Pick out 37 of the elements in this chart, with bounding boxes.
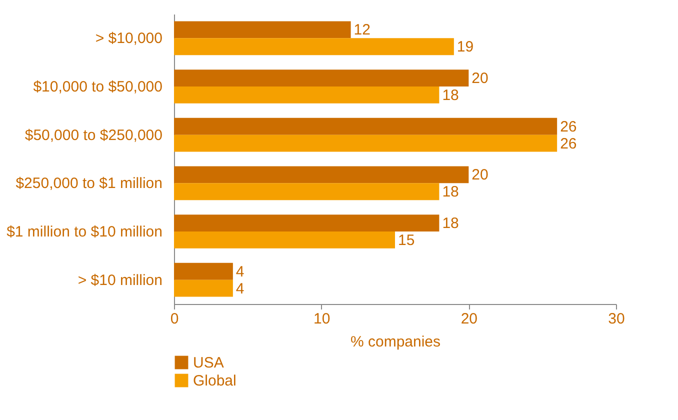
bar	[174, 232, 395, 248]
y-tick-label: $1 million to $10 million	[6, 224, 162, 240]
y-tick-label: $250,000 to $1 million	[16, 175, 162, 192]
data-label: 4	[236, 280, 244, 298]
data-label: 20	[472, 70, 488, 88]
y-tick-label: > $10 million	[78, 272, 162, 289]
bar	[174, 118, 558, 135]
legend-label: USA	[193, 354, 224, 372]
y-tick-label: $10,000 to $50,000	[33, 78, 162, 96]
data-label: 26	[560, 118, 577, 136]
bar	[174, 38, 454, 56]
bar	[174, 262, 233, 280]
bar	[174, 21, 351, 38]
y-tick-label: $50,000 to $250,000	[24, 126, 162, 144]
bar	[174, 214, 440, 232]
x-tick-label: 10	[313, 310, 330, 328]
bar	[174, 70, 469, 86]
data-label: 18	[442, 86, 459, 104]
data-label: 18	[442, 215, 459, 232]
data-label: 26	[560, 135, 577, 152]
bar	[174, 86, 440, 104]
data-label: 4	[236, 263, 244, 280]
legend-label: Global	[193, 372, 236, 390]
x-tick-label: 20	[460, 310, 478, 328]
data-label: 19	[456, 38, 474, 56]
x-tick-label: 0	[170, 310, 179, 328]
bar	[174, 183, 440, 200]
bar	[174, 166, 469, 184]
data-label: 15	[398, 232, 415, 249]
bar	[174, 280, 233, 297]
data-label: 18	[442, 184, 459, 201]
data-label: 12	[354, 22, 370, 39]
y-tick-label: > $10,000	[95, 30, 162, 48]
x-axis-title: % companies	[350, 334, 441, 350]
data-label: 20	[472, 166, 488, 184]
bar	[174, 134, 558, 152]
x-tick-label: 30	[608, 310, 625, 328]
